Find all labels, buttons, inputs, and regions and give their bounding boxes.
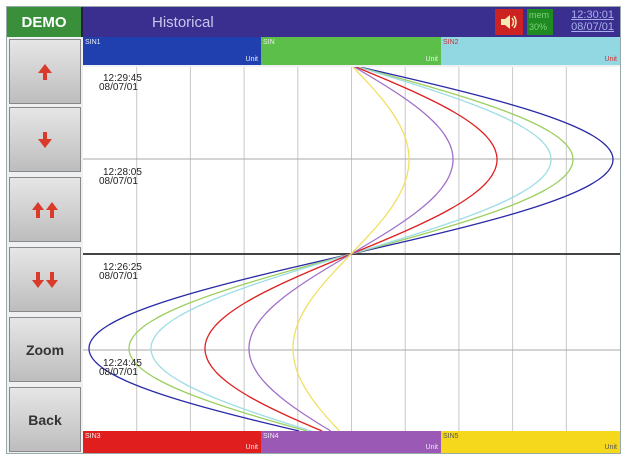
- double-arrow-down-icon: [32, 271, 58, 288]
- timestamp-date: 08/07/01: [99, 367, 138, 378]
- trace-bar-sin4: SIN4 Unit: [261, 431, 441, 453]
- timestamp-time: 12:26:25: [103, 262, 142, 273]
- timestamp-time: 12:28:05: [103, 167, 142, 178]
- scroll-down-button[interactable]: [9, 107, 81, 172]
- trace-bar-sin5: SIN5 Unit: [441, 431, 620, 453]
- trace-unit: Unit: [604, 56, 617, 63]
- back-button[interactable]: Back: [9, 387, 81, 452]
- speaker-icon-glyph: [501, 15, 517, 29]
- trace-unit: Unit: [604, 444, 617, 451]
- memory-label: mem: [529, 10, 549, 20]
- trace-unit: Unit: [425, 56, 438, 63]
- scroll-up-button[interactable]: [9, 39, 81, 104]
- trace-name: SIN3: [85, 433, 101, 440]
- timestamp-date: 08/07/01: [99, 176, 138, 187]
- trace-name: SIN4: [263, 433, 279, 440]
- demo-badge: DEMO: [7, 7, 83, 37]
- top-bar: DEMO Historical mem 30% 12:30:01 08/07/0…: [7, 7, 620, 37]
- zoom-button[interactable]: Zoom: [9, 317, 81, 382]
- clock-time: 12:30:01: [571, 9, 614, 21]
- trace-bar-sin: SIN Unit: [261, 37, 441, 65]
- recorder-frame: DEMO Historical mem 30% 12:30:01 08/07/0…: [6, 6, 621, 454]
- arrow-up-icon: [38, 63, 52, 80]
- trace-unit: Unit: [245, 56, 258, 63]
- trace-bar-sin2: SIN2 Unit: [441, 37, 620, 65]
- trace-unit: Unit: [245, 444, 258, 451]
- trend-curve-purple: [248, 67, 454, 431]
- trace-name: SIN: [263, 39, 275, 46]
- trace-bar-sin1: SIN1 Unit: [83, 37, 261, 65]
- historical-trend-chart: 12:29:45 08/07/01 12:28:05 08/07/01 12:2…: [83, 67, 620, 431]
- arrow-down-icon: [38, 131, 52, 148]
- double-arrow-up-icon: [32, 201, 58, 218]
- trace-bar-sin3: SIN3 Unit: [83, 431, 261, 453]
- trend-curve-yellow: [292, 67, 410, 431]
- trend-curves: [88, 67, 614, 431]
- trend-curve-blue: [88, 67, 614, 431]
- page-down-button[interactable]: [9, 247, 81, 312]
- screen-title: Historical: [152, 14, 214, 31]
- trace-name: SIN2: [443, 39, 459, 46]
- sidebar: Zoom Back: [7, 39, 83, 453]
- memory-percent: 30%: [529, 22, 548, 32]
- trace-name: SIN5: [443, 433, 459, 440]
- trace-unit: Unit: [425, 444, 438, 451]
- memory-indicator: mem 30%: [527, 9, 553, 35]
- clock-display: 12:30:01 08/07/01: [555, 9, 617, 35]
- speaker-icon[interactable]: [495, 9, 523, 35]
- trace-name: SIN1: [85, 39, 101, 46]
- timestamp-time: 12:24:45: [103, 358, 142, 369]
- timestamp-date: 08/07/01: [99, 271, 138, 282]
- timestamp-date: 08/07/01: [99, 82, 138, 93]
- clock-date: 08/07/01: [571, 21, 614, 33]
- page-up-button[interactable]: [9, 177, 81, 242]
- trend-curve-cyan: [150, 67, 552, 431]
- timestamp-labels: 12:29:45 08/07/01 12:28:05 08/07/01 12:2…: [99, 73, 142, 378]
- timestamp-time: 12:29:45: [103, 73, 142, 84]
- trend-curve-red: [204, 67, 498, 431]
